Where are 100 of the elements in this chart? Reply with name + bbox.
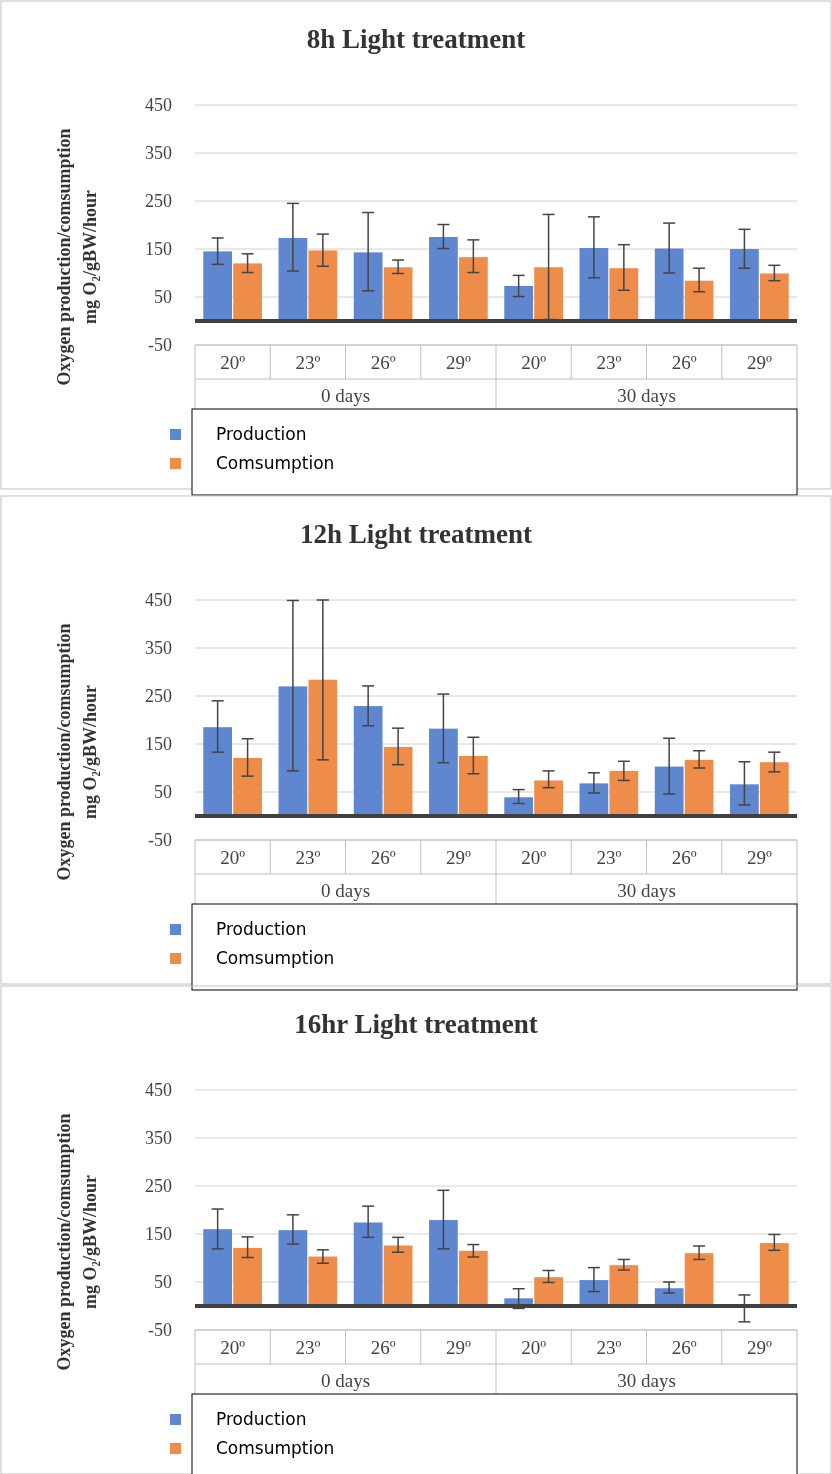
x-tick-label: 26º [671, 352, 697, 373]
bar [609, 770, 639, 816]
bar [203, 727, 233, 816]
x-tick-label: 26º [671, 847, 697, 868]
legend-label: Comsumption [216, 453, 335, 473]
bar [458, 257, 488, 321]
y-tick-label: 450 [145, 95, 172, 115]
bar [203, 251, 233, 321]
y-tick-label: 50 [154, 1272, 172, 1292]
bar [534, 1277, 563, 1306]
bar [609, 1265, 639, 1306]
bar [278, 686, 308, 816]
bar [308, 250, 338, 321]
chart-title: 12h Light treatment [300, 519, 532, 549]
x-tick-label: 23º [295, 1337, 321, 1358]
y-axis-title: Oxygen production/comsumption mg O₂/gBW/hour [54, 1113, 100, 1371]
bar [233, 757, 262, 816]
y-tick-label: 250 [145, 1176, 172, 1196]
legend-label: Production [216, 919, 307, 939]
bar [429, 728, 458, 816]
x-tick-label: 29º [746, 1337, 772, 1358]
bar [534, 780, 563, 816]
text: 0 days [320, 880, 371, 901]
bar [654, 766, 684, 816]
bar [429, 1220, 458, 1306]
y-tick-label: 50 [154, 782, 172, 802]
bar [233, 1247, 262, 1306]
bar [579, 248, 609, 321]
bar [684, 280, 714, 321]
x-tick-label: 20º [521, 352, 547, 373]
bar [684, 1253, 714, 1306]
y-tick-label: 450 [145, 590, 172, 610]
bar [534, 267, 563, 321]
bar [353, 706, 383, 816]
y-axis-title: Oxygen production/comsumption mg O₂/gBW/hour [54, 128, 100, 386]
chart-title: 8h Light treatment [306, 24, 526, 54]
y-tick-label: 150 [145, 239, 172, 259]
bar [684, 759, 714, 816]
x-tick-label: 29º [445, 847, 471, 868]
bar [458, 1250, 488, 1306]
y-tick-label: 50 [154, 287, 172, 307]
x-tick-label: 26º [671, 1337, 697, 1358]
bar [730, 249, 759, 321]
bar [278, 1230, 308, 1306]
y-axis-title: Oxygen production/comsumption mg O₂/gBW/hour [54, 623, 100, 881]
x-tick-label: 26º [370, 1337, 396, 1358]
y-tick-label: 250 [145, 686, 172, 706]
y-tick-label: 250 [145, 191, 172, 211]
bar [383, 746, 413, 816]
bar [504, 797, 534, 816]
x-tick-label: 23º [596, 847, 622, 868]
x-tick-label: 20º [220, 847, 246, 868]
x-tick-label: 20º [521, 847, 547, 868]
y-tick-label: 350 [145, 143, 172, 163]
bar [759, 762, 789, 816]
y-tick-label: 150 [145, 1224, 172, 1244]
bar [308, 679, 338, 816]
bar [383, 1245, 413, 1306]
x-tick-label: 26º [370, 352, 396, 373]
x-tick-label: 29º [746, 352, 772, 373]
bar [579, 783, 609, 816]
legend-label: Production [216, 1409, 307, 1429]
bar [203, 1229, 233, 1306]
y-tick-label: -50 [148, 335, 172, 355]
legend-label: Comsumption [216, 1438, 335, 1458]
y-tick-label: 450 [145, 1080, 172, 1100]
x-tick-label: 20º [220, 1337, 246, 1358]
bar [759, 1243, 789, 1306]
x-tick-label: 20º [220, 352, 246, 373]
bar [579, 1280, 609, 1306]
bar [353, 252, 383, 321]
bar [458, 756, 488, 816]
bar [383, 267, 413, 321]
x-tick-label: 23º [596, 1337, 622, 1358]
legend-label: Production [216, 424, 307, 444]
text: 0 days [320, 385, 371, 406]
bar [654, 248, 684, 321]
bar [609, 268, 639, 321]
chart-title: 16hr Light treatment [294, 1009, 538, 1039]
legend-label: Comsumption [216, 948, 335, 968]
x-tick-label: 29º [445, 1337, 471, 1358]
y-tick-label: 350 [145, 638, 172, 658]
x-tick-label: 23º [295, 352, 321, 373]
x-tick-label: 29º [746, 847, 772, 868]
x-tick-label: 29º [445, 352, 471, 373]
bar [278, 237, 308, 321]
bar [353, 1222, 383, 1306]
bar [504, 285, 534, 321]
y-tick-label: 150 [145, 734, 172, 754]
y-tick-label: -50 [148, 830, 172, 850]
bar [308, 1256, 338, 1306]
text: 0 days [320, 1370, 371, 1391]
x-tick-label: 23º [596, 352, 622, 373]
bar [730, 784, 759, 816]
x-tick-label: 20º [521, 1337, 547, 1358]
text: 30 days [617, 1370, 676, 1391]
y-tick-label: -50 [148, 1320, 172, 1340]
x-tick-label: 23º [295, 847, 321, 868]
bar [759, 273, 789, 321]
x-tick-label: 26º [370, 847, 396, 868]
